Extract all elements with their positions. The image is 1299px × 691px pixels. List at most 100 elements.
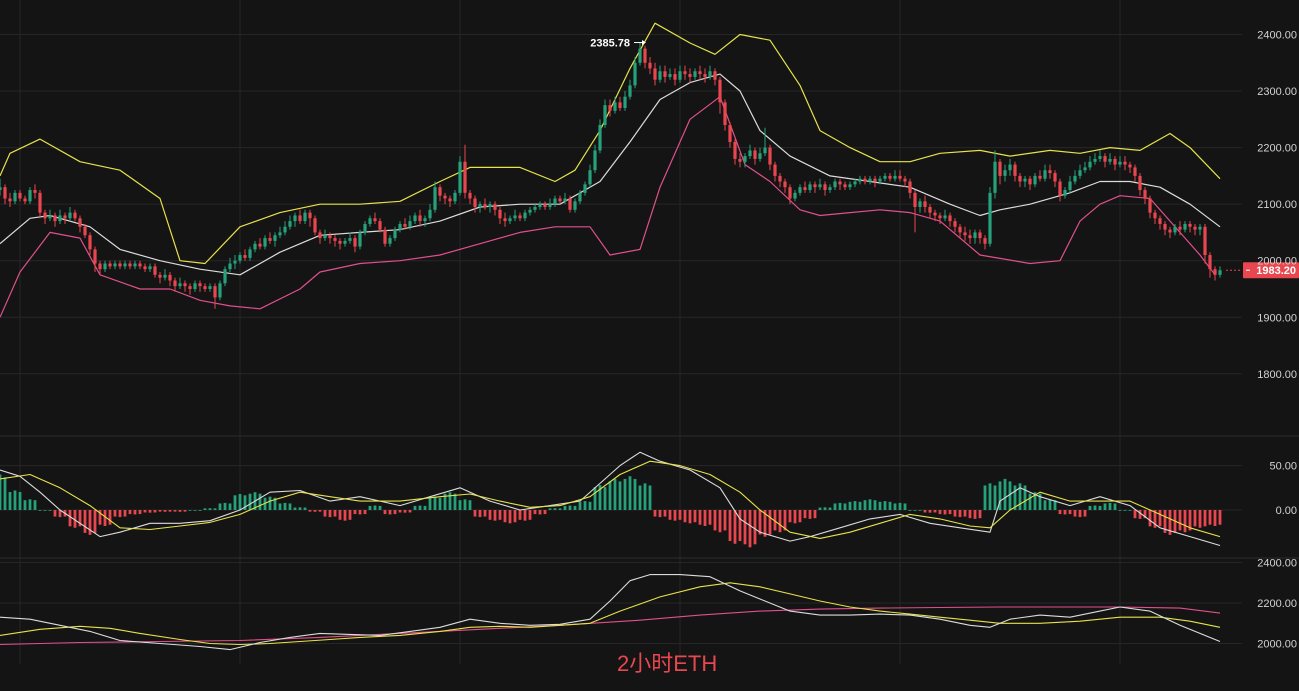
macd-histogram-bar: [1158, 510, 1162, 527]
candle-body: [123, 263, 127, 267]
candle-body: [748, 150, 752, 157]
candle-body: [1163, 223, 1167, 230]
candle-body: [688, 74, 692, 77]
candle-body: [408, 221, 412, 227]
macd-histogram-bar: [738, 510, 742, 542]
macd-histogram-bar: [953, 510, 957, 517]
candle-body: [38, 192, 42, 213]
candle-body: [628, 85, 632, 97]
ma-tick-label: 2200.00: [1257, 598, 1297, 610]
macd-histogram-bar: [403, 510, 407, 513]
candle-body: [1103, 156, 1107, 162]
macd-histogram-bar: [963, 510, 967, 517]
candle-body: [83, 226, 87, 236]
macd-histogram-bar: [388, 510, 392, 515]
candle-body: [208, 286, 212, 289]
macd-histogram-bar: [703, 510, 707, 526]
macd-histogram-bar: [663, 510, 667, 517]
macd-histogram-bar: [543, 510, 547, 515]
candle-body: [373, 218, 377, 222]
price-tick-label: 2400.00: [1257, 30, 1297, 42]
candle-body: [178, 283, 182, 287]
macd-histogram-bar: [13, 490, 17, 510]
macd-histogram-bar: [343, 510, 347, 521]
macd-histogram-bar: [608, 481, 612, 510]
macd-histogram-bar: [1013, 485, 1017, 510]
macd-histogram-bar: [473, 510, 477, 517]
candle-body: [738, 158, 742, 162]
macd-histogram-bar: [1038, 493, 1042, 510]
macd-histogram-bar: [523, 510, 527, 521]
macd-histogram-bar: [878, 501, 882, 510]
candle-body: [353, 238, 357, 247]
macd-histogram-bar: [753, 510, 757, 545]
macd-histogram-bar: [1113, 503, 1117, 510]
candle-body: [1028, 178, 1032, 185]
candle-body: [1033, 175, 1037, 185]
candle-body: [363, 223, 367, 233]
macd-histogram-bar: [733, 510, 737, 544]
macd-histogram-bar: [103, 510, 107, 526]
macd-histogram-bar: [578, 501, 582, 510]
candle-body: [238, 255, 242, 261]
candle-body: [803, 187, 807, 191]
macd-histogram-bar: [948, 510, 952, 515]
candle-body: [658, 71, 662, 80]
candle-body: [158, 274, 162, 278]
candle-body: [148, 266, 152, 270]
macd-histogram-bar: [143, 510, 147, 513]
candle-body: [713, 71, 717, 80]
candle-body: [128, 263, 132, 267]
macd-histogram-bar: [723, 510, 727, 531]
macd-histogram-bar: [1153, 510, 1157, 528]
candle-body: [723, 102, 727, 125]
candle-body: [948, 215, 952, 222]
candle-body: [1108, 158, 1112, 162]
macd-histogram-bar: [158, 510, 162, 512]
candle-body: [483, 204, 487, 207]
macd-histogram-bar: [603, 487, 607, 510]
macd-histogram-bar: [633, 478, 637, 510]
candle-body: [878, 178, 882, 182]
macd-histogram-bar: [1123, 510, 1127, 511]
macd-histogram-bar: [698, 510, 702, 525]
candle-body: [643, 48, 647, 63]
macd-histogram-bar: [678, 510, 682, 520]
macd-histogram-bar: [818, 507, 822, 510]
macd-histogram-bar: [108, 510, 112, 525]
macd-histogram-bar: [193, 510, 197, 511]
candle-body: [998, 161, 1002, 176]
candle-body: [838, 181, 842, 185]
macd-histogram-bar: [278, 503, 282, 510]
candle-body: [698, 71, 702, 75]
macd-histogram-bar: [448, 492, 452, 510]
price-tick-label: 1900.00: [1257, 312, 1297, 324]
macd-histogram-bar: [1053, 500, 1057, 510]
candle-body: [333, 238, 337, 241]
macd-dea-line: [0, 460, 1221, 539]
candle-body: [728, 124, 732, 142]
macd-histogram-bar: [1063, 510, 1067, 515]
candle-body: [1008, 164, 1012, 171]
macd-histogram-bar: [773, 510, 777, 531]
macd-histogram-bar: [693, 510, 697, 523]
macd-histogram-bar: [538, 510, 542, 515]
macd-histogram-bar: [1118, 510, 1122, 511]
candle-body: [438, 187, 442, 196]
macd-histogram-bar: [848, 501, 852, 510]
candle-body: [833, 181, 837, 188]
macd-histogram-bar: [593, 487, 597, 510]
macd-histogram-bar: [498, 510, 502, 520]
candle-body: [288, 221, 292, 227]
macd-histogram-bar: [858, 501, 862, 510]
candle-body: [788, 187, 792, 199]
candle-body: [1003, 170, 1007, 176]
candle-body: [448, 198, 452, 202]
candle-body: [973, 232, 977, 239]
candle-body: [563, 198, 567, 202]
macd-histogram-bar: [768, 510, 772, 535]
macd-histogram-bar: [428, 497, 432, 510]
candle-body: [1203, 226, 1207, 256]
macd-histogram-bar: [638, 485, 642, 510]
